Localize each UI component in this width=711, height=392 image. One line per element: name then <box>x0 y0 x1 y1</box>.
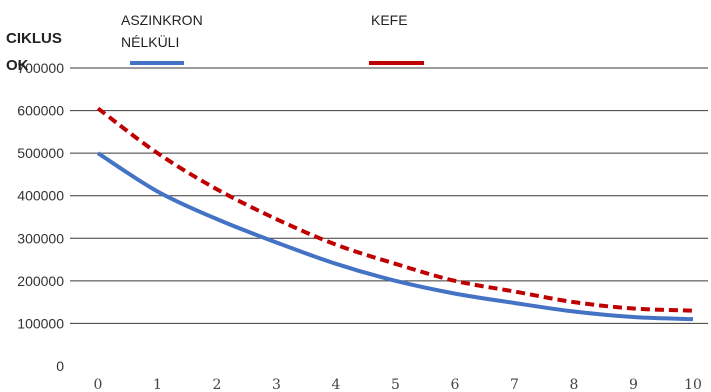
x-tick-3: 3 <box>272 377 281 392</box>
x-tick-8: 8 <box>570 377 579 392</box>
y-tick-100000: 100000 <box>17 315 64 331</box>
x-tick-9: 9 <box>629 377 638 392</box>
x-tick-0: 0 <box>94 377 103 392</box>
y-tick-200000: 200000 <box>17 273 64 289</box>
y-tick-700000: 700000 <box>17 60 64 76</box>
series-line-1 <box>96 106 694 313</box>
y-axis-label-line-0: CIKLUS <box>6 30 62 47</box>
series-lines <box>96 106 694 322</box>
x-tick-labels: 0 1 2 3 4 5 6 7 8 9 10 <box>94 377 702 392</box>
legend-label-0-0: ASZINKRON <box>121 12 203 28</box>
y-axis-label-line-1: OK <box>6 57 29 74</box>
series-line-0 <box>96 151 694 322</box>
y-tick-0: 0 <box>56 358 64 374</box>
x-tick-4: 4 <box>332 377 341 392</box>
y-tick-500000: 500000 <box>17 145 64 161</box>
legend: ASZINKRON NÉLKÜLI KEFE <box>121 12 424 65</box>
y-tick-600000: 600000 <box>17 103 64 119</box>
x-tick-7: 7 <box>510 377 519 392</box>
y-axis-label: CIKLUS OK <box>6 30 62 74</box>
x-tick-1: 1 <box>153 377 162 392</box>
y-tick-labels: 0 100000 200000 300000 400000 500000 600000 700… <box>17 60 64 374</box>
x-tick-2: 2 <box>213 377 222 392</box>
legend-label-1-0: KEFE <box>371 12 408 28</box>
gridlines <box>70 67 708 324</box>
y-tick-400000: 400000 <box>17 188 64 204</box>
x-tick-10: 10 <box>684 377 702 392</box>
y-tick-300000: 300000 <box>17 230 64 246</box>
legend-label-0-1: NÉLKÜLI <box>121 33 179 50</box>
x-tick-6: 6 <box>451 377 460 392</box>
x-tick-5: 5 <box>391 377 400 392</box>
